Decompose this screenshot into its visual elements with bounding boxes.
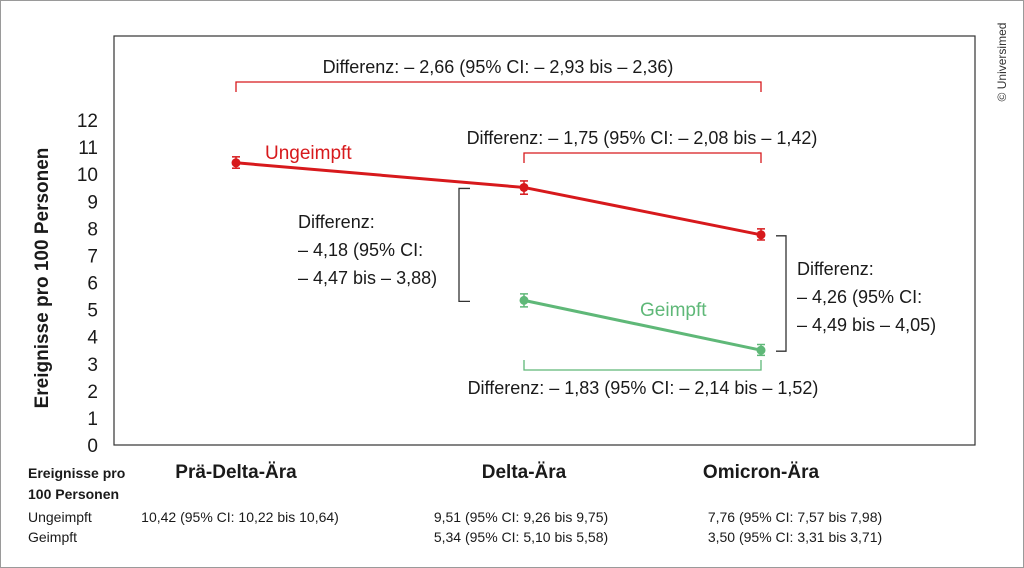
annotation-left-line1: Differenz: [298, 212, 375, 232]
y-tick-label-7: 7 [87, 246, 98, 267]
annotation-right-line3: – 4,49 bis – 4,05) [797, 315, 936, 335]
table-cell-geimpft-omicron: 3,50 (95% CI: 3,31 bis 3,71) [708, 529, 882, 545]
y-tick-label-6: 6 [87, 274, 98, 295]
bracket-right [776, 235, 787, 352]
bracket-mid [523, 152, 762, 163]
plot-area [113, 35, 976, 446]
y-tick-label-8: 8 [87, 219, 98, 240]
y-tick-label-2: 2 [87, 382, 98, 403]
annotation-left-line3: – 4,47 bis – 3,88) [298, 268, 437, 288]
y-axis-label: Ereignisse pro 100 Personen [32, 148, 53, 409]
copyright-notice: © Universimed [995, 23, 1009, 102]
x-category-0: Prä-Delta-Ära [175, 462, 297, 483]
y-tick-label-5: 5 [87, 301, 98, 322]
annotation-right-line2: – 4,26 (95% CI: [797, 287, 922, 307]
annotation-left-line2: – 4,18 (95% CI: [298, 240, 423, 260]
table-header-line2: 100 Personen [28, 486, 119, 502]
y-tick-label-12: 12 [77, 111, 98, 132]
data-point-geimpft-1 [756, 345, 766, 355]
y-tick-label-1: 1 [87, 409, 98, 430]
series-line-geimpft [523, 298, 762, 352]
y-tick-label-4: 4 [87, 328, 98, 349]
bracket-left [458, 187, 470, 303]
y-tick-label-10: 10 [77, 165, 98, 186]
table-cell-ungeimpft-omicron: 7,76 (95% CI: 7,57 bis 7,98) [708, 509, 882, 525]
bracket-bottom [523, 360, 762, 371]
y-tick-label-0: 0 [87, 436, 98, 457]
table-cell-geimpft-delta: 5,34 (95% CI: 5,10 bis 5,58) [434, 529, 608, 545]
series-label-ungeimpft: Ungeimpft [265, 143, 352, 164]
table-cell-ungeimpft-delta: 9,51 (95% CI: 9,26 bis 9,75) [434, 509, 608, 525]
bracket-top [235, 81, 762, 92]
y-tick-label-9: 9 [87, 192, 98, 213]
x-category-1: Delta-Ära [482, 462, 567, 483]
data-point-ungeimpft-0 [231, 158, 241, 168]
series-label-geimpft: Geimpft [640, 300, 707, 321]
data-point-ungeimpft-1 [519, 182, 529, 192]
annotation-top: Differenz: – 2,66 (95% CI: – 2,93 bis – … [323, 57, 674, 77]
table-row-label-geimpft: Geimpft [28, 529, 77, 545]
y-tick-label-3: 3 [87, 355, 98, 376]
x-category-2: Omicron-Ära [703, 462, 820, 483]
table-row-label-ungeimpft: Ungeimpft [28, 509, 92, 525]
y-tick-label-11: 11 [78, 138, 98, 159]
annotation-mid: Differenz: – 1,75 (95% CI: – 2,08 bis – … [467, 128, 818, 148]
data-point-geimpft-0 [519, 295, 529, 305]
annotation-bottom: Differenz: – 1,83 (95% CI: – 2,14 bis – … [468, 378, 819, 398]
series-group [231, 156, 766, 357]
table-cell-ungeimpft-praedelta: 10,42 (95% CI: 10,22 bis 10,64) [141, 509, 339, 525]
difference-brackets [235, 81, 787, 371]
annotation-right-line1: Differenz: [797, 259, 874, 279]
x-axis-categories: Prä-Delta-Ära Delta-Ära Omicron-Ära [175, 462, 819, 483]
table-header-line1: Ereignisse pro [28, 465, 125, 481]
data-point-ungeimpft-2 [756, 230, 766, 240]
